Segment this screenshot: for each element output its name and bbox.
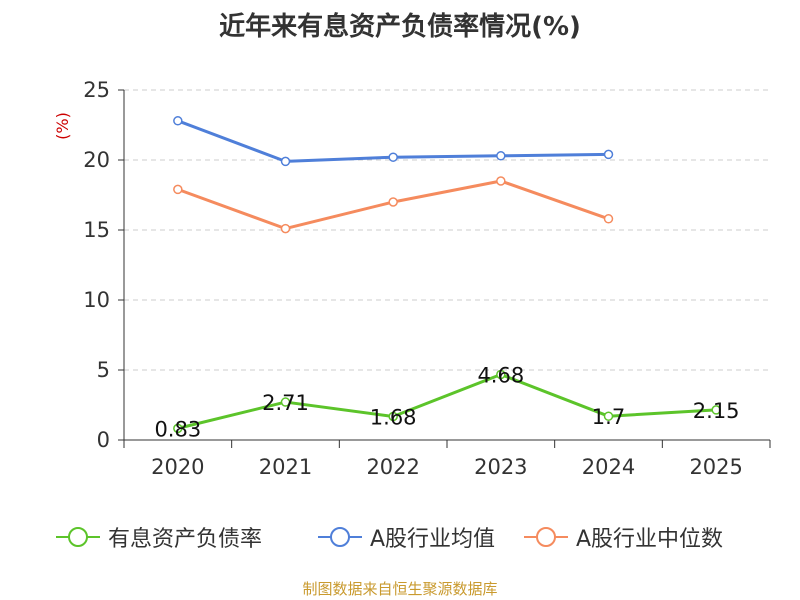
data-point-series-1	[173, 116, 183, 126]
data-label: 0.83	[154, 417, 201, 441]
data-label: 2.71	[262, 391, 309, 415]
x-tick-label: 2021	[259, 455, 312, 479]
data-point-series-0	[603, 411, 614, 421]
source-note: 制图数据来自恒生聚源数据库	[302, 580, 498, 598]
legend-label-series-2: A股行业中位数	[576, 527, 724, 552]
x-tick-label: 2020	[151, 455, 204, 479]
data-label: 2.15	[693, 399, 740, 423]
data-point-series-1	[496, 151, 506, 161]
y-tick-label: 5	[97, 358, 110, 382]
legend-item-series-0[interactable]: 有息资产负债率	[56, 520, 262, 554]
data-label: 1.68	[370, 405, 417, 429]
data-point-series-1	[603, 149, 614, 160]
data-point-series-2	[496, 176, 506, 186]
data-point-series-0	[173, 423, 183, 434]
data-point-series-1	[280, 156, 291, 167]
y-tick-label: 10	[83, 288, 110, 312]
x-tick-label: 2023	[474, 455, 527, 479]
data-point-series-2	[603, 214, 614, 224]
y-tick-label: 15	[83, 218, 110, 242]
data-point-series-2	[280, 223, 291, 234]
x-tick-label: 2025	[689, 455, 742, 479]
x-tick-label: 2022	[366, 455, 419, 479]
data-labels: 0.83 2.71 1.68 4.68 1.7 2.15	[154, 363, 739, 441]
y-axis-label: (%)	[53, 112, 72, 140]
y-tick-label: 20	[83, 148, 110, 172]
x-tick-label: 2024	[582, 455, 635, 479]
legend: 有息资产负债率 A股行业均值 A股行业中位数	[0, 520, 800, 554]
data-point-series-2	[173, 184, 183, 195]
data-label: 4.68	[477, 363, 524, 387]
legend-item-series-1[interactable]: A股行业均值	[318, 520, 495, 554]
data-point-series-0	[280, 397, 291, 407]
series-line-0	[177, 372, 717, 430]
legend-marker-series-0	[56, 527, 100, 547]
legend-label-series-0: 有息资产负债率	[108, 527, 263, 552]
data-point-series-1	[388, 152, 398, 162]
series-lines	[173, 116, 721, 434]
data-point-series-2	[388, 197, 398, 207]
grid-lines	[124, 89, 770, 371]
y-tick-label: 25	[83, 78, 110, 102]
data-point-series-0	[711, 405, 721, 415]
data-label: 1.7	[592, 405, 625, 429]
y-tick-label: 0	[97, 428, 110, 452]
legend-marker-series-2	[524, 527, 568, 547]
chart-title: 近年来有息资产负债率情况(%)	[219, 12, 581, 42]
data-point-series-0	[388, 411, 398, 422]
legend-item-series-2[interactable]: A股行业中位数	[524, 520, 723, 554]
legend-marker-series-1	[318, 527, 362, 547]
legend-label-series-1: A股行业均值	[370, 527, 496, 552]
data-point-series-0	[496, 369, 506, 380]
